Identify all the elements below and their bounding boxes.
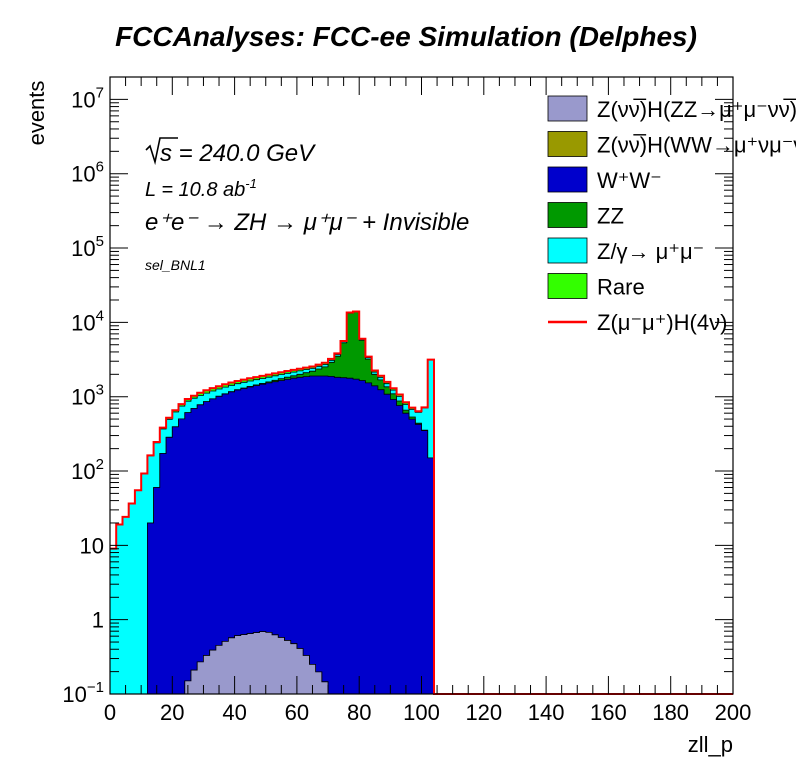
x-tick-label: 120 (465, 700, 502, 725)
y-tick-label: 102 (71, 456, 104, 484)
y-tick-label: 105 (71, 233, 104, 261)
legend-label-2: W⁺W⁻ (597, 168, 662, 193)
legend-label-1: Z(νν̅)H(WW→μ⁺νμ⁻ν̅) (597, 133, 796, 158)
y-tick-label: 1 (92, 608, 104, 633)
y-tick-label: 10−1 (62, 679, 104, 707)
annotation-lumi-text: L = 10.8 ab-1 (145, 176, 257, 201)
x-tick-label: 20 (160, 700, 184, 725)
x-axis-label: zll_p (688, 732, 733, 757)
y-tick-label: 107 (71, 84, 104, 112)
annotation-sqrt-s: s = 240.0 GeV (145, 137, 316, 167)
legend-swatch-5 (547, 273, 588, 299)
legend-label-0: Z(νν̅)H(ZZ→μ⁺μ⁻νν̅) (597, 97, 796, 122)
x-tick-label: 160 (590, 700, 627, 725)
legend-swatch-2 (547, 166, 588, 193)
x-tick-label: 60 (285, 700, 309, 725)
stack-layers (109, 311, 733, 695)
y-tick-label: 106 (71, 159, 104, 187)
legend-label-6: Z(μ⁻μ⁺)H(4ν) (597, 310, 727, 335)
annotation-lumi: L = 10.8 ab-1 (145, 176, 257, 201)
legend-swatch-1 (547, 131, 588, 157)
y-tick-label: 10 (80, 533, 104, 558)
x-tick-label: 200 (715, 700, 752, 725)
legend-label-5: Rare (597, 275, 645, 300)
x-tick-label: 0 (104, 700, 116, 725)
y-axis-label: events (24, 81, 49, 146)
legend-label-4: Z/γ→ μ⁺μ⁻ (597, 239, 704, 264)
y-tick-label: 104 (71, 307, 104, 335)
annotation-process: e⁺e⁻ → ZH → μ⁺μ⁻ + Invisible (145, 209, 469, 236)
y-tick-label: 103 (71, 382, 104, 410)
legend-swatch-0 (547, 95, 588, 122)
annotation-sqrt-s-text: s = 240.0 GeV (160, 140, 316, 167)
x-tick-label: 180 (652, 700, 689, 725)
x-tick-label: 140 (528, 700, 565, 725)
legend: Z(νν̅)H(ZZ→μ⁺μ⁻νν̅) Z(νν̅)H(WW→μ⁺νμ⁻ν̅) W⁺… (547, 95, 796, 335)
x-tick-label: 100 (403, 700, 440, 725)
legend-swatch-4 (547, 237, 588, 264)
legend-swatch-3 (547, 202, 588, 228)
annotation-selection: sel_BNL1 (145, 257, 206, 273)
x-tick-label: 80 (347, 700, 371, 725)
axes-ticks: 0 20 40 60 80 100 120 140 160 180 200 10−1 1 10 102 103… (62, 77, 751, 725)
x-tick-label: 40 (222, 700, 246, 725)
legend-label-3: ZZ (597, 204, 624, 229)
chart-title: FCCAnalyses: FCC-ee Simulation (Delphes) (115, 21, 697, 52)
